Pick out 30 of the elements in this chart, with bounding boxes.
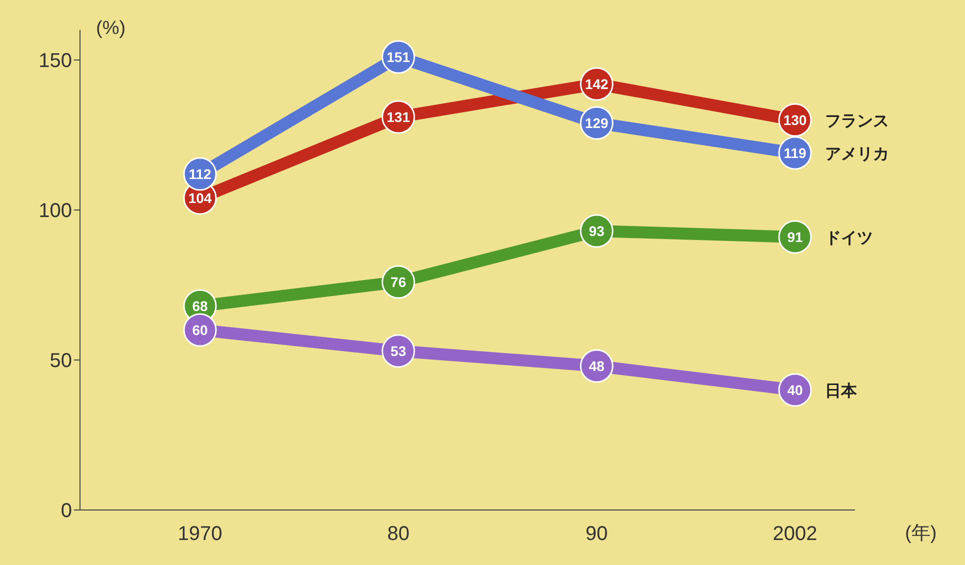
data-label: 119 — [784, 145, 807, 161]
data-label: 48 — [588, 358, 605, 374]
series-label: フランス — [825, 113, 889, 130]
x-tick-label: 90 — [586, 523, 608, 546]
data-label: 40 — [787, 382, 803, 398]
x-tick-label: 80 — [387, 523, 410, 546]
data-label: 53 — [390, 343, 406, 359]
data-label: 60 — [192, 322, 208, 338]
series-label: アメリカ — [825, 146, 889, 163]
data-label: 151 — [386, 49, 410, 65]
x-tick-label: 1970 — [178, 523, 222, 546]
data-label: 131 — [386, 109, 410, 125]
data-label: 93 — [588, 223, 605, 239]
data-label: 129 — [584, 115, 609, 131]
data-label: 91 — [787, 229, 803, 245]
x-tick-label: 2002 — [772, 523, 818, 546]
data-label: 104 — [188, 190, 212, 206]
series-label: 日本 — [825, 382, 858, 400]
y-axis-title: (%) — [96, 18, 126, 40]
x-axis-title: (年) — [905, 522, 937, 546]
y-tick-label: 150 — [38, 50, 72, 72]
y-tick-label: 0 — [60, 500, 72, 522]
y-tick-label: 100 — [38, 200, 72, 222]
data-label: 112 — [188, 166, 212, 182]
data-label: 130 — [783, 112, 807, 128]
y-tick-label: 50 — [50, 350, 72, 372]
series-label: ドイツ — [825, 230, 873, 247]
data-label: 142 — [584, 76, 609, 92]
data-label: 76 — [390, 274, 406, 290]
data-label: 68 — [192, 298, 208, 314]
